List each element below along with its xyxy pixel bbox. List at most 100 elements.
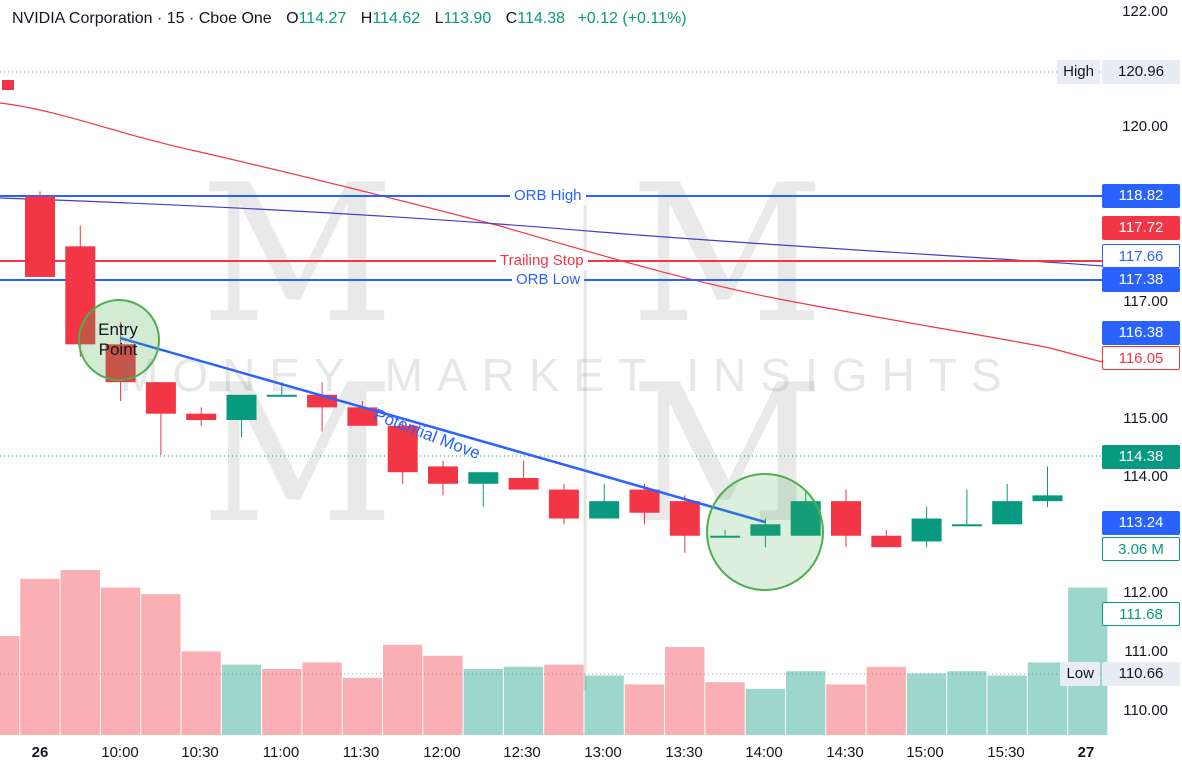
volume-tag: 3.06 M xyxy=(1102,537,1180,561)
low-price-tag: 110.66 xyxy=(1102,662,1180,686)
volume-bar xyxy=(665,647,705,735)
volume-bar xyxy=(100,587,141,735)
x-tick: 10:00 xyxy=(101,744,139,761)
trailing-stop-line-label: Trailing Stop xyxy=(496,252,588,270)
x-tick: 12:30 xyxy=(503,744,541,761)
candle-body xyxy=(831,501,861,536)
target-circle xyxy=(706,473,824,591)
close-label: C xyxy=(505,10,518,27)
candle-body xyxy=(911,518,942,542)
high-label: H xyxy=(360,10,373,27)
orb-low-line-label: ORB Low xyxy=(512,271,585,289)
candle-body xyxy=(347,407,378,426)
volume-bar xyxy=(866,666,906,735)
candle-body xyxy=(2,80,14,90)
volume-bar xyxy=(987,675,1027,735)
orb-low-price-tag[interactable]: 117.38 xyxy=(1102,268,1180,292)
low-label: L xyxy=(434,10,444,27)
trailing-stop-price-tag[interactable]: 117.72 xyxy=(1102,216,1180,240)
entry-price-tag[interactable]: 116.38 xyxy=(1102,321,1180,345)
ma-blue-price-tag: 117.66 xyxy=(1102,244,1180,268)
candle-body xyxy=(226,394,257,420)
volume-bar xyxy=(705,682,745,735)
target-price-tag[interactable]: 113.24 xyxy=(1102,511,1180,535)
symbol-header: NVIDIA Corporation · 15 · Cboe One O114.… xyxy=(12,10,687,28)
watermark-text: MONEY MARKET INSIGHTS xyxy=(120,349,1016,401)
candle-body xyxy=(266,394,297,397)
candle-body xyxy=(951,524,982,527)
x-tick: 11:30 xyxy=(342,744,380,761)
candle-body xyxy=(105,344,136,383)
volume-bar xyxy=(463,669,503,735)
volume-bar xyxy=(544,664,584,735)
candle-body xyxy=(710,535,741,538)
watermark-letter: M xyxy=(200,144,395,365)
volume-bar xyxy=(786,671,826,735)
candle-body xyxy=(992,501,1023,525)
candle-body xyxy=(468,472,499,484)
current-price-tag: 114.38 xyxy=(1102,445,1180,469)
volume-bar xyxy=(262,669,302,735)
symbol-title[interactable]: NVIDIA Corporation · 15 · Cboe One xyxy=(12,10,272,27)
ma-red-price-tag: 116.05 xyxy=(1102,346,1180,370)
watermark-letter: M xyxy=(630,144,825,365)
change-value: +0.12 (+0.11%) xyxy=(577,10,687,27)
y-tick: 114.00 xyxy=(1123,468,1168,485)
candle-body xyxy=(548,489,579,519)
volume-bar xyxy=(141,594,181,735)
volume-bar xyxy=(826,684,866,735)
y-tick: 110.00 xyxy=(1123,702,1168,719)
volume-bar xyxy=(60,570,100,735)
high-price-tag: 120.96 xyxy=(1102,60,1180,84)
volume-bar xyxy=(624,684,665,735)
close-value: 114.38 xyxy=(517,10,565,27)
open-value: 114.27 xyxy=(298,10,347,27)
candle-body xyxy=(145,382,176,414)
x-tick: 15:30 xyxy=(987,744,1025,761)
watermark-letter: M xyxy=(200,344,395,565)
volume-bar xyxy=(423,655,463,735)
volume-bar xyxy=(181,651,221,735)
x-tick: 13:00 xyxy=(584,744,622,761)
candle-body xyxy=(750,524,781,536)
y-tick: 112.00 xyxy=(1123,584,1168,601)
candle-body xyxy=(871,535,902,548)
volume-bar xyxy=(342,677,382,735)
ma-red-line xyxy=(0,102,1103,363)
volume-bar xyxy=(1068,587,1108,735)
potential-move-line xyxy=(119,336,766,524)
x-tick: 14:30 xyxy=(826,744,864,761)
high-side-label: High xyxy=(1057,60,1100,84)
volume-bar xyxy=(947,671,987,735)
x-tick: 27 xyxy=(1077,744,1095,761)
y-tick: 120.00 xyxy=(1122,118,1168,135)
low-value: 113.90 xyxy=(443,10,492,27)
entry-circle xyxy=(78,299,160,381)
ma-navy-line xyxy=(0,197,1103,267)
candle-body xyxy=(629,489,660,513)
candle-body xyxy=(1032,495,1063,502)
entry-point-label: Entry Point xyxy=(98,320,138,359)
candle-body xyxy=(589,501,620,519)
y-tick: 115.00 xyxy=(1123,410,1168,427)
volume-bar xyxy=(302,662,342,735)
y-tick: 117.00 xyxy=(1123,293,1168,310)
candle-body xyxy=(25,196,55,277)
volume-bar xyxy=(221,664,262,735)
volume-bar xyxy=(503,666,544,735)
x-tick: 12:00 xyxy=(423,744,461,761)
y-tick: 122.00 xyxy=(1122,3,1168,20)
orb-high-price-tag[interactable]: 118.82 xyxy=(1102,184,1180,208)
candle-body xyxy=(387,425,418,473)
volume-bar xyxy=(584,675,624,735)
candle-body xyxy=(428,466,458,484)
low-side-label: Low xyxy=(1060,662,1100,686)
volume-bar xyxy=(745,688,785,735)
open-label: O xyxy=(286,10,299,27)
candle-body xyxy=(186,413,217,420)
x-tick: 13:30 xyxy=(665,744,703,761)
x-tick: 14:00 xyxy=(745,744,783,761)
volume-bar xyxy=(906,673,947,735)
